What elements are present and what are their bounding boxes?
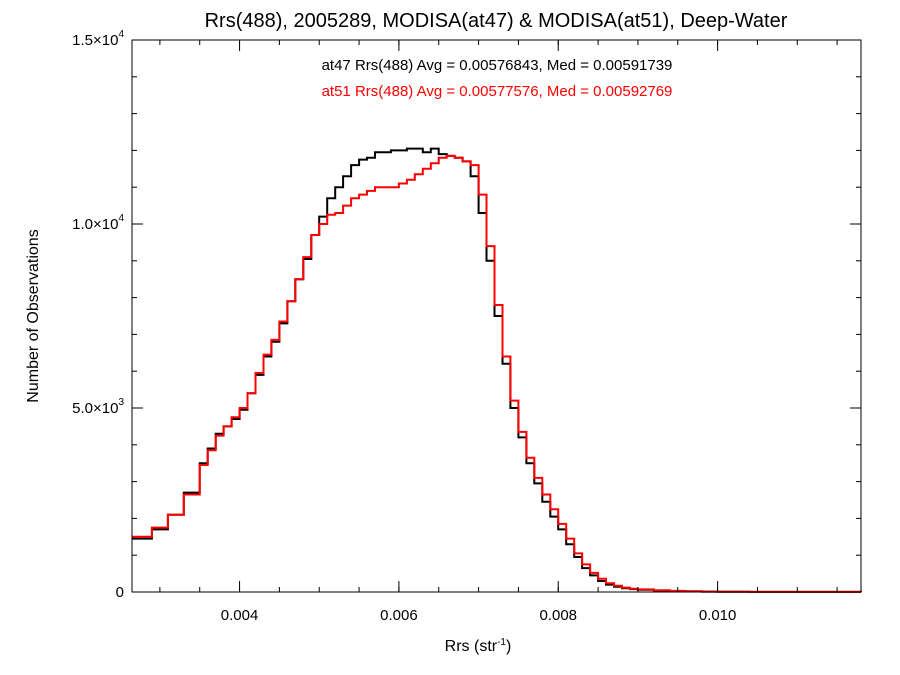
series-line-1 — [132, 154, 862, 593]
x-tick-label-2: 0.008 — [539, 607, 577, 624]
x-axis-label-superscript: -1 — [497, 637, 506, 648]
y-tick-label-3: 1.5×104 — [72, 29, 124, 49]
chart-title: Rrs(488), 2005289, MODISA(at47) & MODISA… — [205, 10, 788, 32]
x-axis-label: Rrs (str-1) — [445, 637, 512, 655]
tick-layer: 0.004 0.006 0.008 0.010 0 5.0×103 1.0×104 1.5×1… — [72, 29, 861, 624]
x-axis-label-close: ) — [506, 638, 511, 655]
y-tick-label-0: 0 — [116, 584, 124, 601]
plot-frame — [131, 39, 862, 593]
series-layer — [132, 147, 862, 593]
y-axis-label: Number of Observations — [25, 229, 42, 402]
annotation-at51: at51 Rrs(488) Avg = 0.00577576, Med = 0.… — [322, 83, 673, 100]
x-tick-label-3: 0.010 — [699, 607, 737, 624]
y-tick-label-1: 5.0×103 — [72, 397, 124, 417]
x-tick-label-1: 0.006 — [380, 607, 418, 624]
y-tick-label-2: 1.0×104 — [72, 213, 124, 233]
x-axis-label-text: Rrs (str — [445, 638, 498, 655]
annotation-at47: at47 Rrs(488) Avg = 0.00576843, Med = 0.… — [322, 57, 673, 74]
x-tick-label-0: 0.004 — [221, 607, 259, 624]
